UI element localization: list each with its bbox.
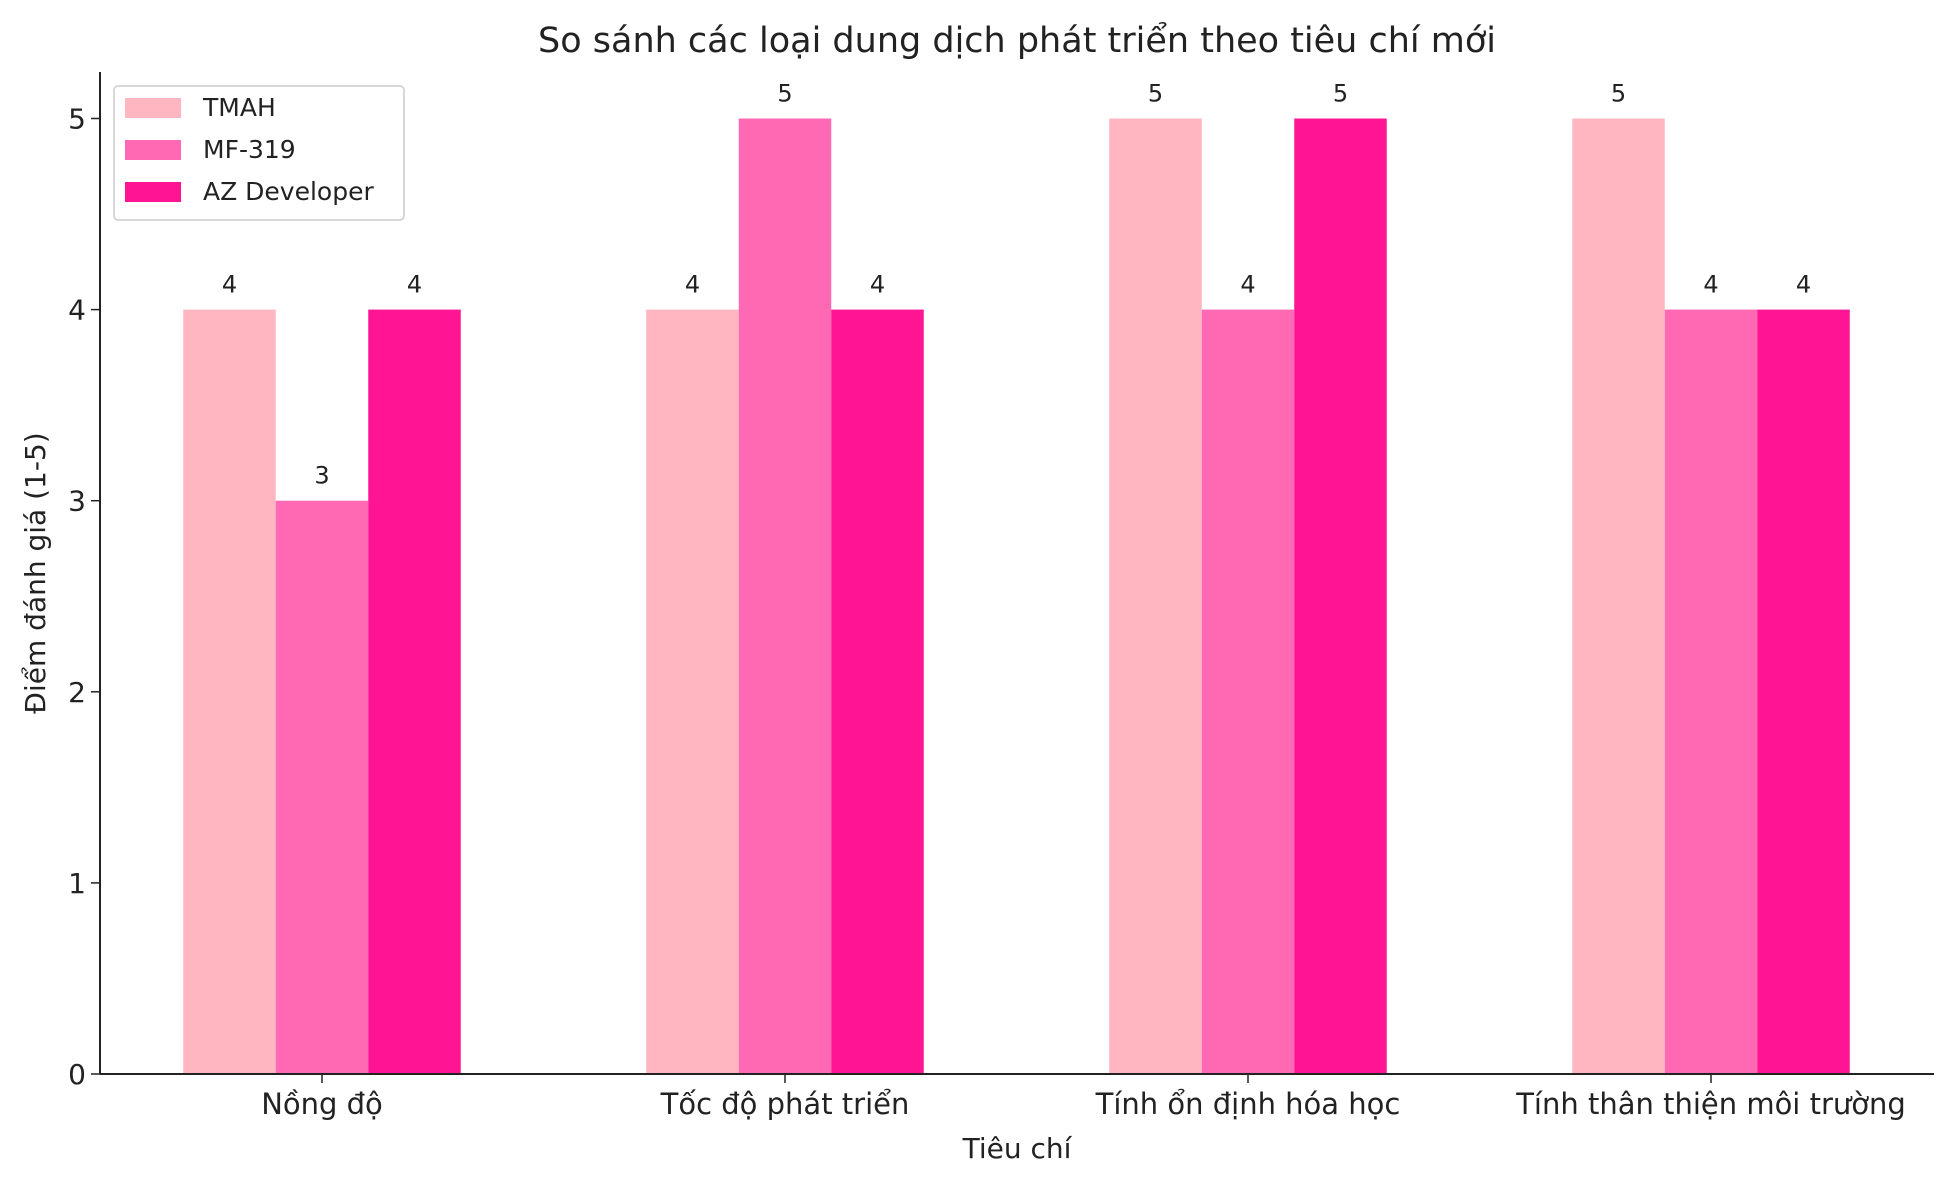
data-label: 4	[1796, 271, 1811, 299]
y-tick-label: 2	[68, 676, 86, 709]
data-label: 4	[1240, 271, 1255, 299]
data-label: 4	[685, 271, 700, 299]
legend-swatch	[125, 98, 181, 118]
y-tick-label: 0	[68, 1058, 86, 1091]
data-label: 5	[1611, 80, 1626, 108]
bar-tmah	[183, 309, 276, 1075]
x-tick-label: Nồng độ	[261, 1087, 383, 1121]
bar-mf-319	[275, 500, 369, 1074]
bar-mf-319	[1201, 309, 1295, 1075]
legend-label: TMAH	[202, 93, 276, 122]
legend-label: MF-319	[203, 135, 296, 164]
bar-mf-319	[1664, 309, 1758, 1075]
legend-swatch	[125, 140, 181, 160]
data-label: 3	[314, 462, 329, 490]
x-tick-label: Tính ổn định hóa học	[1095, 1087, 1401, 1121]
x-axis-label: Tiêu chí	[962, 1132, 1073, 1165]
bar-mf-319	[738, 118, 832, 1074]
bar-az-developer	[831, 309, 924, 1075]
bar-az-developer	[368, 309, 461, 1075]
y-axis-label: Điểm đánh giá (1-5)	[19, 432, 52, 713]
data-label: 4	[222, 271, 237, 299]
bar-az-developer	[1757, 309, 1850, 1075]
data-label: 5	[1148, 80, 1163, 108]
y-tick-label: 5	[68, 103, 86, 136]
data-label: 5	[777, 80, 792, 108]
y-tick-label: 4	[68, 294, 86, 327]
legend-swatch	[125, 182, 181, 202]
legend: TMAH MF-319 AZ Developer	[113, 85, 405, 221]
y-tick-label: 1	[68, 867, 86, 900]
legend-label: AZ Developer	[203, 177, 374, 206]
data-label: 5	[1333, 80, 1348, 108]
bar-tmah	[1109, 118, 1202, 1074]
legend-box	[113, 85, 405, 221]
bar-tmah	[1572, 118, 1665, 1074]
x-tick-label: Tính thân thiện môi trường	[1515, 1087, 1906, 1121]
y-tick-label: 3	[68, 485, 86, 518]
x-tick-label: Tốc độ phát triển	[660, 1087, 910, 1121]
data-label: 4	[870, 271, 885, 299]
data-label: 4	[1703, 271, 1718, 299]
chart-title: So sánh các loại dung dịch phát triển th…	[538, 20, 1496, 61]
bar-az-developer	[1294, 118, 1387, 1074]
data-label: 4	[407, 271, 422, 299]
bar-tmah	[646, 309, 739, 1075]
